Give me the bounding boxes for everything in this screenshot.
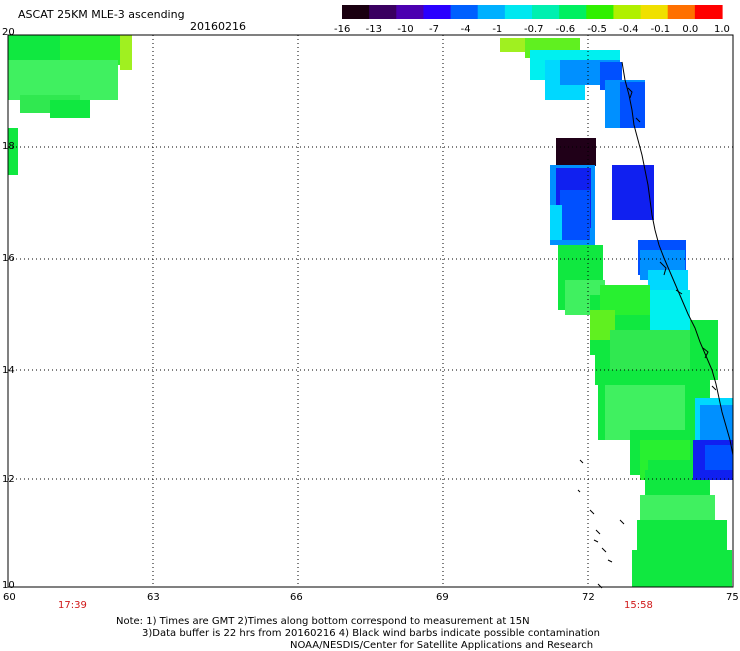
lat-label-16: 16 xyxy=(2,253,15,264)
colorbar-label: -1 xyxy=(492,24,503,35)
note-line-1: Note: 1) Times are GMT 2)Times along bot… xyxy=(116,616,530,627)
wind-cell xyxy=(700,405,733,440)
colorbar-label: -13 xyxy=(365,24,382,35)
lon-label-60: 60 xyxy=(3,592,16,603)
colorbar-label: -10 xyxy=(397,24,414,35)
wind-cell xyxy=(612,165,654,220)
colorbar-label: -16 xyxy=(334,24,351,35)
colorbar-label: -0.7 xyxy=(524,24,544,35)
lon-label-69: 69 xyxy=(436,592,449,603)
lon-label-75: 75 xyxy=(726,592,739,603)
wind-cell xyxy=(632,550,732,587)
wind-cell xyxy=(550,205,562,240)
wind-cell xyxy=(705,445,733,470)
lat-label-18: 18 xyxy=(2,141,15,152)
lon-label-63: 63 xyxy=(147,592,160,603)
colorbar-swatch xyxy=(504,5,533,19)
colorbar-swatch xyxy=(477,5,506,19)
colorbar-label: 0.0 xyxy=(682,24,699,35)
wind-swath xyxy=(8,35,733,587)
colorbar-label: 1.0 xyxy=(714,24,730,35)
lat-lon-grid xyxy=(8,35,733,587)
colorbar-swatch xyxy=(586,5,615,19)
wind-cell xyxy=(120,35,132,70)
lat-label-14: 14 xyxy=(2,365,15,376)
colorbar-swatch xyxy=(396,5,425,19)
wind-cell xyxy=(560,190,590,240)
note-line-3: NOAA/NESDIS/Center for Satellite Applica… xyxy=(290,640,594,651)
wind-cell xyxy=(50,100,90,118)
colorbar-swatch xyxy=(369,5,397,19)
wind-cell xyxy=(645,290,690,330)
lat-label-10: 10 xyxy=(2,580,15,591)
colorbar-label: -0.1 xyxy=(650,24,671,35)
map-frame xyxy=(7,34,734,588)
colorbar-label: -0.6 xyxy=(555,24,576,35)
time-left: 17:39 xyxy=(58,600,87,611)
colorbar-label: -0.4 xyxy=(619,24,639,35)
coastline xyxy=(577,61,734,589)
wind-cell xyxy=(500,38,530,52)
colorbar-swatch xyxy=(450,5,479,19)
wind-cell xyxy=(8,128,18,175)
colorbar-swatch xyxy=(342,5,370,19)
colorbar-label: -0.5 xyxy=(587,24,607,35)
colorbar-swatch xyxy=(532,5,560,19)
product-title: ASCAT 25KM MLE-3 ascending xyxy=(18,8,185,21)
colorbar-swatch xyxy=(640,5,669,19)
colorbar-label: -7 xyxy=(429,24,439,35)
lat-label-20: 20 xyxy=(2,27,15,38)
colorbar-swatch xyxy=(559,5,587,19)
colorbar-swatch xyxy=(423,5,452,19)
colorbar-swatch xyxy=(694,5,723,19)
colorbar-swatch xyxy=(613,5,642,19)
colorbar-swatch xyxy=(667,5,696,19)
wind-cell xyxy=(556,138,596,166)
color-scale-bar xyxy=(342,5,723,19)
wind-cell xyxy=(620,82,645,128)
note-line-2: 3)Data buffer is 22 hrs from 20160216 4)… xyxy=(142,628,600,639)
wind-cell xyxy=(8,60,118,100)
lat-label-12: 12 xyxy=(2,474,15,485)
lon-label-66: 66 xyxy=(290,592,303,603)
lon-label-72: 72 xyxy=(582,592,595,603)
colorbar-label: -4 xyxy=(460,24,471,35)
time-right: 15:58 xyxy=(624,600,653,611)
product-date: 20160216 xyxy=(190,20,246,33)
